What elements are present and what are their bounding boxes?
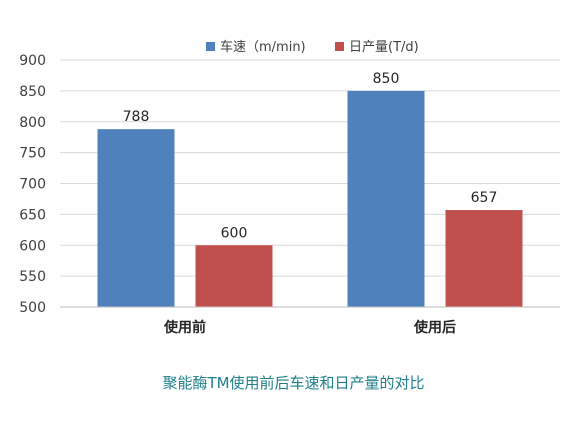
bar-speed-1 [347, 90, 425, 307]
x-tick-label: 使用后 [413, 319, 456, 336]
x-axis-ticks: 使用前 使用后 [163, 319, 456, 336]
data-label: 788 [123, 109, 150, 125]
y-tick-label: 600 [19, 238, 46, 254]
data-label: 850 [373, 71, 400, 87]
legend: 车速（m/min) 日产量(T/d) [206, 39, 419, 55]
legend-swatch-0 [206, 42, 215, 51]
y-tick-label: 800 [19, 115, 46, 131]
x-tick-label: 使用前 [163, 319, 206, 336]
legend-label-1: 日产量(T/d) [349, 40, 419, 55]
data-label: 657 [471, 190, 498, 206]
data-label: 600 [221, 225, 248, 241]
legend-swatch-1 [335, 42, 344, 51]
y-tick-label: 500 [19, 300, 46, 316]
y-tick-label: 550 [19, 269, 46, 285]
y-tick-label: 750 [19, 146, 46, 162]
y-tick-label: 900 [19, 53, 46, 69]
y-tick-label: 650 [19, 207, 46, 223]
bars [97, 90, 523, 307]
bar-speed-0 [97, 129, 175, 307]
y-tick-label: 700 [19, 177, 46, 193]
bar-output-1 [445, 210, 523, 307]
data-labels: 788 600 850 657 [123, 71, 498, 241]
y-axis-ticks: 500 550 600 650 700 750 800 850 900 [19, 53, 46, 316]
legend-label-0: 车速（m/min) [220, 39, 306, 55]
chart-caption: 聚能酶TM使用前后车速和日产量的对比 [162, 374, 425, 392]
y-tick-label: 850 [19, 84, 46, 100]
bar-output-0 [195, 245, 273, 307]
